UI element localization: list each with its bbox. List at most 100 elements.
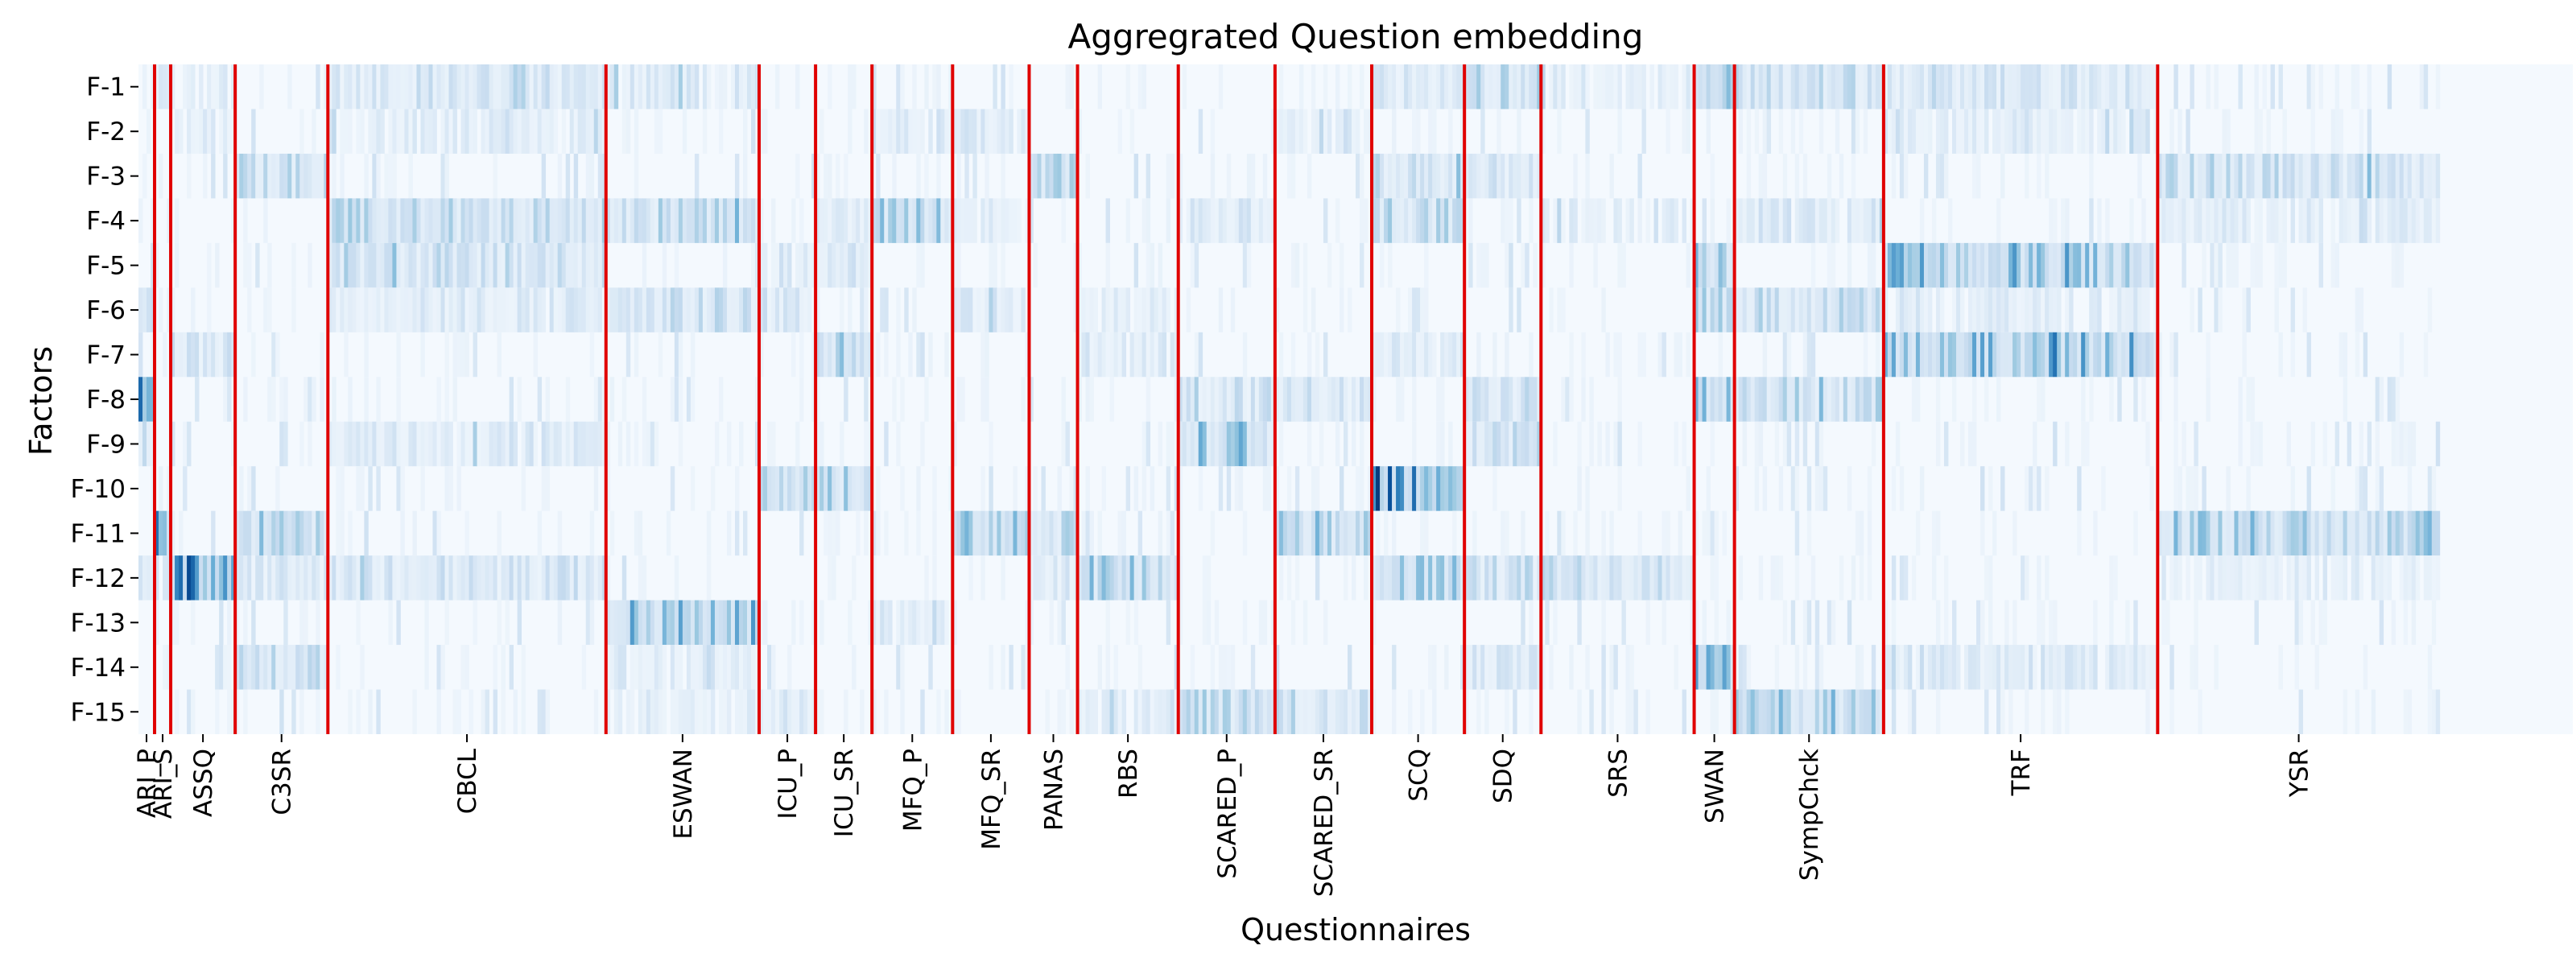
heatmap-cell — [227, 689, 232, 734]
heatmap-cell — [2145, 332, 2150, 378]
heatmap-cell — [1593, 64, 1598, 109]
heatmap-cell — [1702, 64, 1707, 109]
heatmap-cell — [1218, 421, 1224, 467]
heatmap-cell — [1798, 377, 1804, 422]
heatmap-cell — [2109, 242, 2114, 288]
heatmap-cell — [1541, 198, 1546, 243]
heatmap-cell — [1372, 64, 1377, 109]
heatmap-cell — [1931, 242, 1937, 288]
heatmap-cell — [617, 689, 623, 734]
heatmap-cell — [473, 198, 477, 243]
heatmap-cell — [803, 689, 808, 734]
heatmap-cell — [1392, 109, 1397, 154]
heatmap-cell — [634, 332, 639, 378]
heatmap-cell — [747, 287, 752, 332]
heatmap-cell — [1416, 287, 1421, 332]
heatmap-cell — [738, 198, 744, 243]
heatmap-cell — [1045, 510, 1050, 556]
heatmap-cell — [1774, 689, 1780, 734]
heatmap-cell — [408, 242, 413, 288]
heatmap-cell — [1053, 153, 1058, 199]
heatmap-cell — [2391, 198, 2396, 243]
heatmap-cell — [147, 421, 151, 467]
heatmap-cell — [1368, 510, 1373, 556]
heatmap-cell — [1794, 153, 1800, 199]
heatmap-cell — [396, 332, 401, 378]
heatmap-cell — [251, 645, 256, 690]
heatmap-cell — [593, 466, 599, 511]
heatmap-cell — [1509, 645, 1513, 690]
heatmap-cell — [1294, 242, 1300, 288]
heatmap-cell — [497, 242, 502, 288]
heatmap-cell — [2242, 510, 2247, 556]
heatmap-cell — [1694, 510, 1699, 556]
heatmap-cell — [2343, 510, 2348, 556]
heatmap-cell — [1891, 555, 1897, 601]
heatmap-cell — [1331, 377, 1336, 422]
heatmap-cell — [1496, 153, 1501, 199]
heatmap-cell — [2294, 510, 2299, 556]
heatmap-cell — [2065, 198, 2070, 243]
heatmap-cell — [1290, 153, 1296, 199]
x-tick-label: SCARED_SR — [1310, 749, 1339, 897]
heatmap-cell — [1117, 510, 1123, 556]
heatmap-cell — [976, 287, 981, 332]
heatmap-cell — [1190, 689, 1195, 734]
heatmap-cell — [2053, 332, 2058, 378]
heatmap-cell — [2013, 109, 2017, 154]
heatmap-cell — [1266, 377, 1272, 422]
heatmap-cell — [972, 198, 977, 243]
heatmap-cell — [1298, 510, 1304, 556]
heatmap-cell — [1730, 287, 1736, 332]
heatmap-cell — [755, 689, 760, 734]
heatmap-cell — [444, 555, 449, 601]
heatmap-cell — [1959, 287, 1965, 332]
heatmap-cell — [1657, 332, 1662, 378]
heatmap-cell — [1553, 421, 1558, 467]
heatmap-cell — [2000, 645, 2005, 690]
heatmap-cell — [2218, 287, 2223, 332]
heatmap-cell — [1899, 287, 1905, 332]
heatmap-cell — [1968, 64, 1973, 109]
heatmap-cell — [1657, 555, 1662, 601]
heatmap-cell — [1907, 109, 1913, 154]
heatmap-cell — [1585, 555, 1590, 601]
heatmap-cell — [263, 555, 268, 601]
heatmap-cell — [1585, 153, 1590, 199]
heatmap-cell — [497, 64, 502, 109]
heatmap-cell — [1867, 287, 1872, 332]
heatmap-cell — [493, 689, 497, 734]
heatmap-cell — [1448, 153, 1453, 199]
heatmap-cell — [460, 555, 465, 601]
heatmap-cell — [1762, 109, 1768, 154]
heatmap-cell — [2282, 242, 2287, 288]
heatmap-cell — [529, 421, 535, 467]
heatmap-cell — [1919, 332, 1925, 378]
heatmap-cell — [1541, 109, 1546, 154]
heatmap-cell — [545, 64, 551, 109]
heatmap-cell — [868, 466, 873, 511]
heatmap-cell — [1742, 198, 1748, 243]
heatmap-cell — [424, 64, 429, 109]
heatmap-cell — [1202, 198, 1208, 243]
heatmap-cell — [1734, 377, 1740, 422]
heatmap-cell — [2161, 153, 2166, 199]
heatmap-cell — [678, 287, 683, 332]
heatmap-cell — [444, 377, 449, 422]
heatmap-cell — [767, 287, 772, 332]
heatmap-cell — [1254, 689, 1260, 734]
heatmap-cell — [175, 198, 180, 243]
heatmap-cell — [541, 109, 547, 154]
heatmap-cell — [448, 421, 453, 467]
heatmap-cell — [1984, 109, 1989, 154]
heatmap-cell — [1790, 109, 1796, 154]
heatmap-cell — [2137, 332, 2142, 378]
heatmap-cell — [2330, 198, 2336, 243]
heatmap-cell — [1360, 198, 1364, 243]
heatmap-cell — [2355, 466, 2360, 511]
heatmap-cell — [384, 198, 389, 243]
heatmap-cell — [308, 510, 312, 556]
heatmap-cell — [2109, 287, 2114, 332]
heatmap-cell — [1682, 109, 1686, 154]
heatmap-cell — [2330, 242, 2336, 288]
